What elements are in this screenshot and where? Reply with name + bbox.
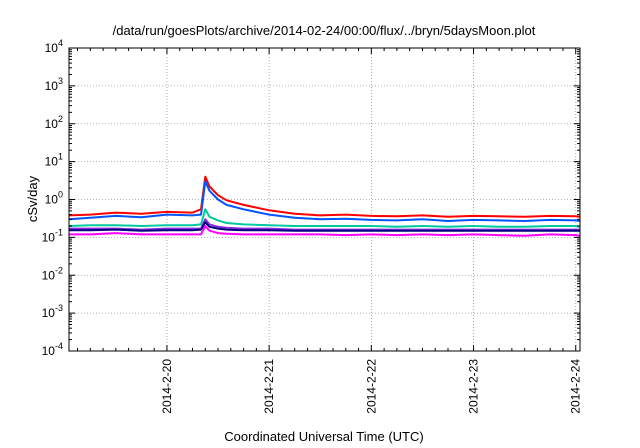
y-tick-label: 10-3 <box>42 303 63 320</box>
grid-lines <box>69 48 580 351</box>
x-axis: 2014-2-20 2014-2-21 2014-2-22 2014-2-23 2014… <box>77 48 583 414</box>
series-line-6 <box>69 225 581 237</box>
x-tick-label: 2014-2-20 <box>160 359 174 414</box>
series-line-2 <box>68 180 581 222</box>
y-tick-label: 102 <box>45 114 63 131</box>
y-tick-label: 10-2 <box>42 265 63 282</box>
series-line-1 <box>68 175 581 218</box>
series-line-4 <box>69 218 580 231</box>
y-tick-label: 100 <box>45 190 63 207</box>
series-line-5 <box>69 221 580 232</box>
y-tick-label: 10-4 <box>42 341 63 358</box>
series-line-3 <box>68 208 581 228</box>
series-layer <box>68 175 581 237</box>
x-tick-label: 2014-2-23 <box>467 359 481 414</box>
y-axis: 10-4 10-3 10-2 10-1 100 101 102 103 104 <box>42 38 580 358</box>
y-axis-label: cSv/day <box>25 175 40 222</box>
x-axis-label: Coordinated Universal Time (UTC) <box>224 429 423 444</box>
x-tick-label: 2014-2-22 <box>364 359 378 414</box>
y-tick-label: 101 <box>45 152 63 169</box>
y-tick-label: 103 <box>45 76 63 93</box>
x-tick-label: 2014-2-24 <box>569 359 583 414</box>
y-tick-label: 10-1 <box>42 227 63 244</box>
y-tick-label: 104 <box>45 38 63 55</box>
chart-title: /data/run/goesPlots/archive/2014-02-24/0… <box>113 23 536 38</box>
x-tick-label: 2014-2-21 <box>262 359 276 414</box>
